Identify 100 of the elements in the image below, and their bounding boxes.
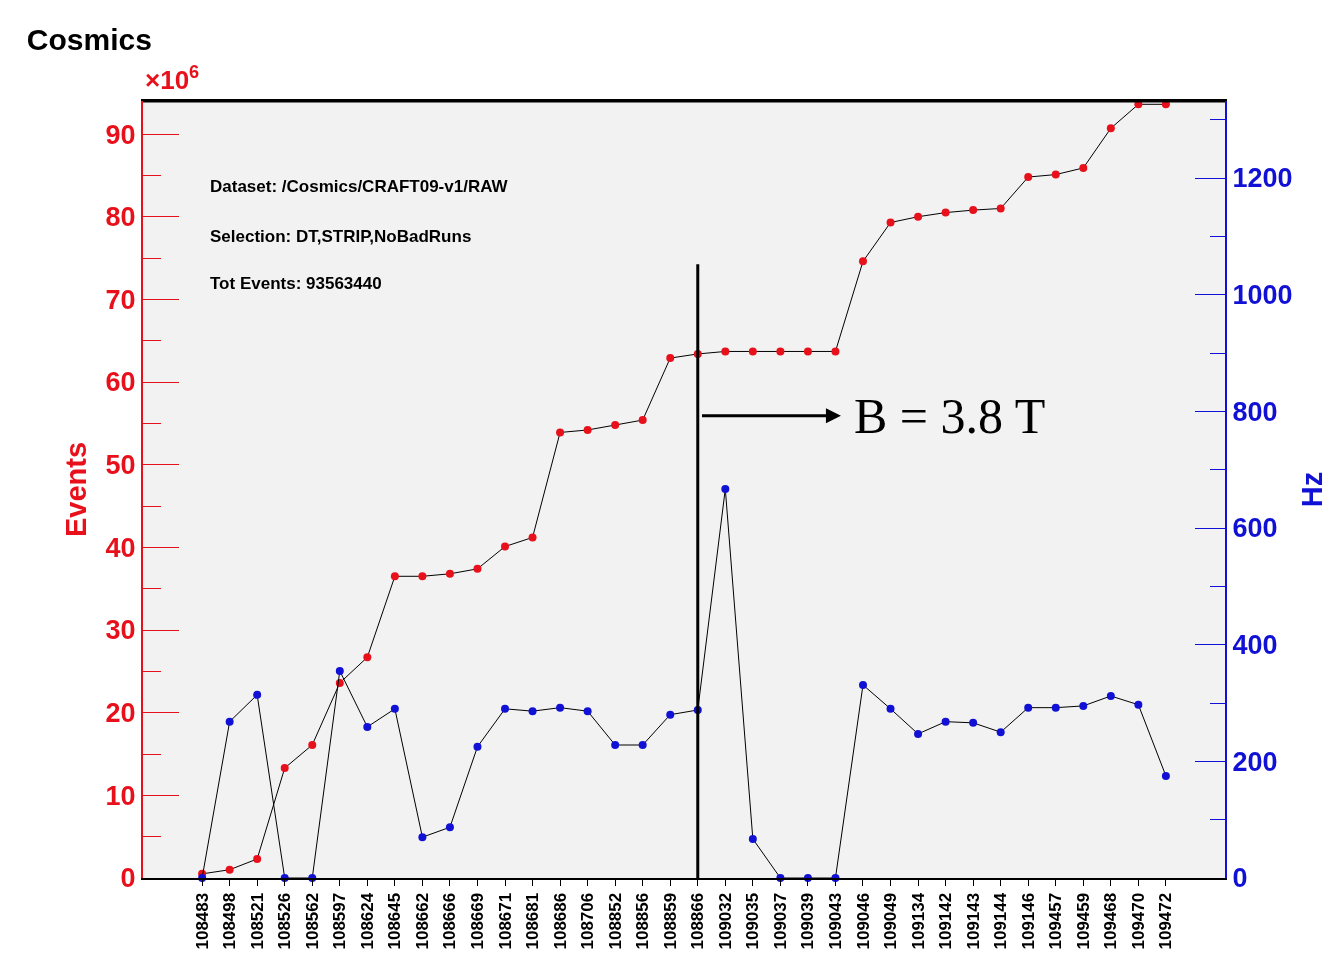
x-tick-label: 109142 bbox=[936, 892, 956, 950]
point bbox=[418, 833, 427, 842]
point bbox=[1079, 163, 1088, 172]
annotation: Dataset: /Cosmics/CRAFT09-v1/RAW bbox=[210, 177, 509, 196]
point bbox=[941, 208, 950, 217]
point bbox=[418, 572, 427, 581]
y2-tick-label: 200 bbox=[1232, 746, 1278, 777]
point bbox=[666, 710, 675, 719]
point bbox=[748, 347, 757, 356]
x-tick-label: 108521 bbox=[247, 892, 267, 950]
x-tick-label: 108483 bbox=[192, 892, 212, 950]
x-tick-label: 109046 bbox=[853, 892, 873, 950]
point bbox=[914, 729, 923, 738]
point bbox=[914, 212, 923, 221]
x-tick-label: 109032 bbox=[715, 892, 735, 950]
y-tick-label: 40 bbox=[105, 532, 136, 563]
point bbox=[721, 347, 730, 356]
x-tick-label: 109459 bbox=[1073, 892, 1093, 950]
x-tick-label: 108706 bbox=[578, 892, 598, 950]
point bbox=[886, 218, 895, 227]
y-tick-label: 20 bbox=[105, 698, 136, 729]
point bbox=[225, 717, 234, 726]
point bbox=[363, 722, 372, 731]
point bbox=[748, 834, 757, 843]
point bbox=[528, 533, 537, 542]
point bbox=[473, 742, 482, 751]
x-tick-label: 109457 bbox=[1046, 892, 1066, 950]
x-tick-label: 108686 bbox=[550, 892, 570, 950]
y2-tick-label: 400 bbox=[1232, 630, 1278, 661]
point bbox=[280, 764, 289, 773]
y2-tick-label: 800 bbox=[1232, 396, 1278, 427]
x-tick-label: 109043 bbox=[825, 892, 845, 950]
point bbox=[941, 717, 950, 726]
x-tick-label: 108669 bbox=[467, 892, 487, 950]
y2-axis-title: Hz bbox=[1295, 471, 1328, 508]
point bbox=[501, 542, 510, 551]
x-tick-label: 109035 bbox=[743, 892, 763, 950]
point bbox=[1024, 703, 1033, 712]
x-tick-label: 108671 bbox=[495, 892, 515, 950]
x-tick-label: 109049 bbox=[881, 892, 901, 950]
y2-tick-label: 1200 bbox=[1232, 163, 1293, 194]
point bbox=[1134, 700, 1143, 709]
point bbox=[308, 740, 317, 749]
point bbox=[803, 347, 812, 356]
point bbox=[666, 354, 675, 363]
point bbox=[253, 854, 262, 863]
point bbox=[969, 206, 978, 215]
x-tick-label: 108666 bbox=[440, 892, 460, 950]
point bbox=[363, 653, 372, 662]
x-tick-label: 109468 bbox=[1101, 892, 1121, 950]
point bbox=[996, 728, 1005, 737]
y2-tick-label: 1000 bbox=[1232, 280, 1293, 311]
x-tick-label: 108662 bbox=[412, 892, 432, 950]
y-axis-title: Events bbox=[60, 441, 93, 538]
point bbox=[253, 690, 262, 699]
point bbox=[611, 741, 620, 749]
x-tick-label: 109039 bbox=[798, 892, 818, 950]
x-tick-label: 108681 bbox=[523, 892, 543, 950]
x-tick-label: 108645 bbox=[385, 892, 405, 950]
annotation: Selection: DT,STRIP,NoBadRuns bbox=[210, 227, 472, 246]
x-tick-label: 109470 bbox=[1128, 892, 1148, 950]
x-tick-label: 108562 bbox=[302, 892, 322, 950]
point bbox=[1024, 173, 1033, 182]
y2-tick-label: 0 bbox=[1232, 863, 1248, 894]
point bbox=[528, 707, 537, 716]
x-tick-label: 108498 bbox=[220, 892, 240, 950]
point bbox=[501, 704, 510, 713]
point bbox=[473, 564, 482, 573]
y-tick-label: 50 bbox=[105, 450, 136, 481]
y-tick-label: 80 bbox=[105, 202, 136, 233]
annotation: Tot Events: 93563440 bbox=[210, 274, 382, 293]
point bbox=[969, 718, 978, 727]
point bbox=[583, 707, 592, 716]
point bbox=[1106, 124, 1115, 133]
x-tick-label: 108852 bbox=[605, 892, 625, 950]
point bbox=[858, 680, 867, 689]
x-tick-label: 108526 bbox=[275, 892, 295, 950]
point bbox=[776, 347, 785, 356]
x-tick-label: 108856 bbox=[633, 892, 653, 950]
y-tick-label: 30 bbox=[105, 615, 136, 646]
x-tick-label: 109143 bbox=[963, 892, 983, 950]
point bbox=[583, 425, 592, 434]
point bbox=[858, 257, 867, 266]
x-tick-label: 109472 bbox=[1156, 892, 1176, 950]
point bbox=[445, 569, 454, 578]
point bbox=[1079, 701, 1088, 710]
point bbox=[556, 428, 565, 437]
x-tick-label: 108859 bbox=[660, 892, 680, 950]
y2-tick-label: 600 bbox=[1232, 513, 1278, 544]
point bbox=[335, 666, 344, 675]
y-tick-label: 60 bbox=[105, 367, 136, 398]
point bbox=[390, 704, 399, 713]
point bbox=[556, 703, 565, 712]
y-tick-label: 90 bbox=[105, 119, 136, 150]
point bbox=[996, 204, 1005, 213]
x-tick-label: 109144 bbox=[991, 892, 1011, 950]
point bbox=[225, 865, 234, 874]
y-tick-label: 10 bbox=[105, 780, 136, 811]
point bbox=[886, 704, 895, 713]
point bbox=[831, 347, 840, 356]
